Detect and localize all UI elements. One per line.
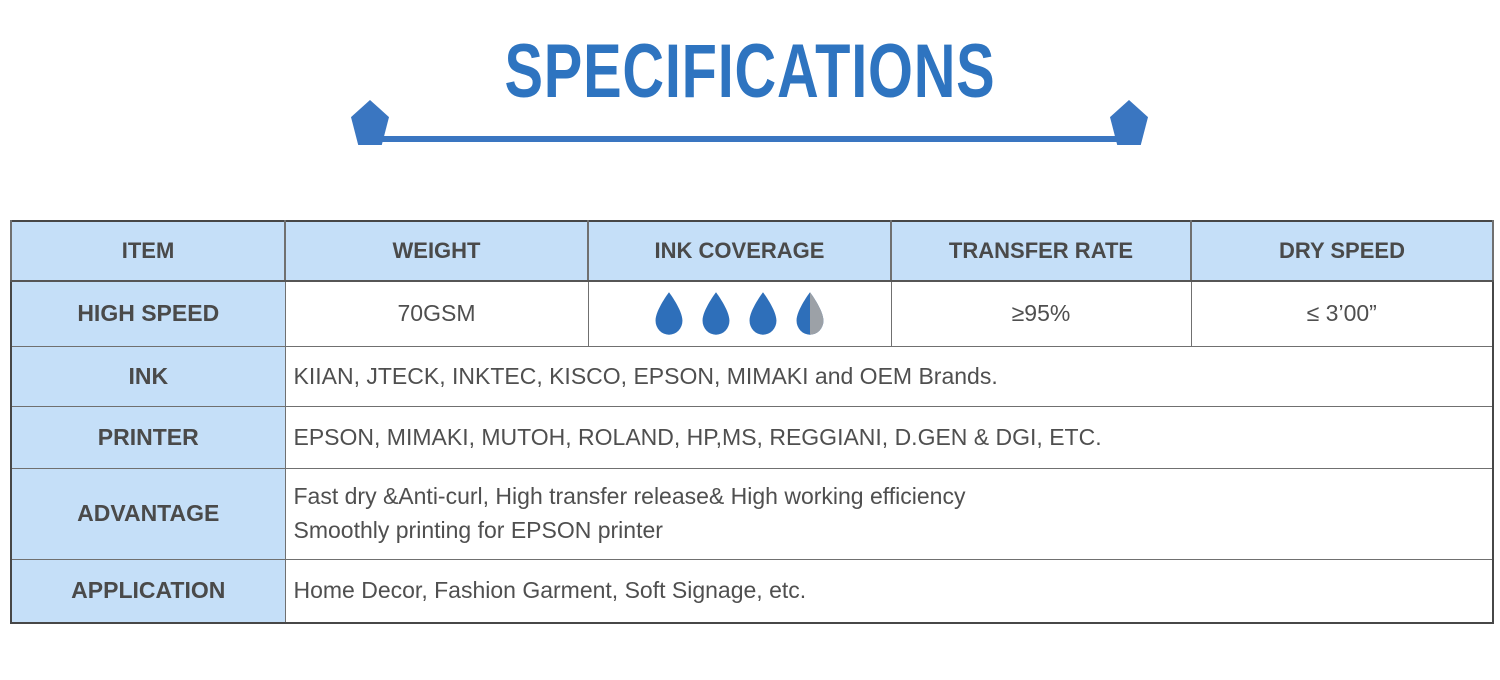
cell-transfer-rate: ≥95% (890, 280, 1192, 347)
water-drop-icon (652, 291, 686, 336)
cell-advantage: Fast dry &Anti-curl, High transfer relea… (284, 467, 1494, 560)
cell-dry-speed: ≤ 3’00” (1190, 280, 1494, 347)
advantage-line-1: Fast dry &Anti-curl, High transfer relea… (293, 483, 966, 510)
specifications-table: ITEM WEIGHT INK COVERAGE TRANSFER RATE D… (10, 220, 1494, 624)
cell-application: Home Decor, Fashion Garment, Soft Signag… (284, 558, 1494, 624)
page-title: SPECIFICATIONS (504, 29, 996, 114)
row-label-advantage: ADVANTAGE (10, 467, 286, 560)
cell-printer-brands: EPSON, MIMAKI, MUTOH, ROLAND, HP,MS, REG… (284, 405, 1494, 469)
table-row-application: APPLICATION Home Decor, Fashion Garment,… (10, 558, 1494, 624)
row-label-high-speed: HIGH SPEED (10, 280, 286, 347)
water-drop-icon (699, 291, 733, 336)
table-row-high-speed: HIGH SPEED 70GSM ≥95% ≤ 3’00” (10, 280, 1494, 347)
ink-coverage-drops (597, 291, 883, 336)
table-row-ink: INK KIIAN, JTECK, INKTEC, KISCO, EPSON, … (10, 345, 1494, 407)
cell-ink-brands: KIIAN, JTECK, INKTEC, KISCO, EPSON, MIMA… (284, 345, 1494, 407)
row-label-ink: INK (10, 345, 286, 407)
table-header-row: ITEM WEIGHT INK COVERAGE TRANSFER RATE D… (10, 220, 1494, 282)
table-row-printer: PRINTER EPSON, MIMAKI, MUTOH, ROLAND, HP… (10, 405, 1494, 469)
row-label-application: APPLICATION (10, 558, 286, 624)
header-weight: WEIGHT (284, 220, 589, 282)
water-drop-half-icon (793, 291, 827, 336)
cell-weight: 70GSM (284, 280, 589, 347)
table-row-advantage: ADVANTAGE Fast dry &Anti-curl, High tran… (10, 467, 1494, 560)
row-label-printer: PRINTER (10, 405, 286, 469)
advantage-line-2: Smoothly printing for EPSON printer (293, 516, 663, 543)
header-transfer-rate: TRANSFER RATE (890, 220, 1192, 282)
header-dry-speed: DRY SPEED (1190, 220, 1494, 282)
header-ink-coverage: INK COVERAGE (587, 220, 892, 282)
header-item: ITEM (10, 220, 286, 282)
water-drop-icon (746, 291, 780, 336)
cell-ink-coverage (587, 280, 892, 347)
title-divider-line (362, 136, 1138, 142)
